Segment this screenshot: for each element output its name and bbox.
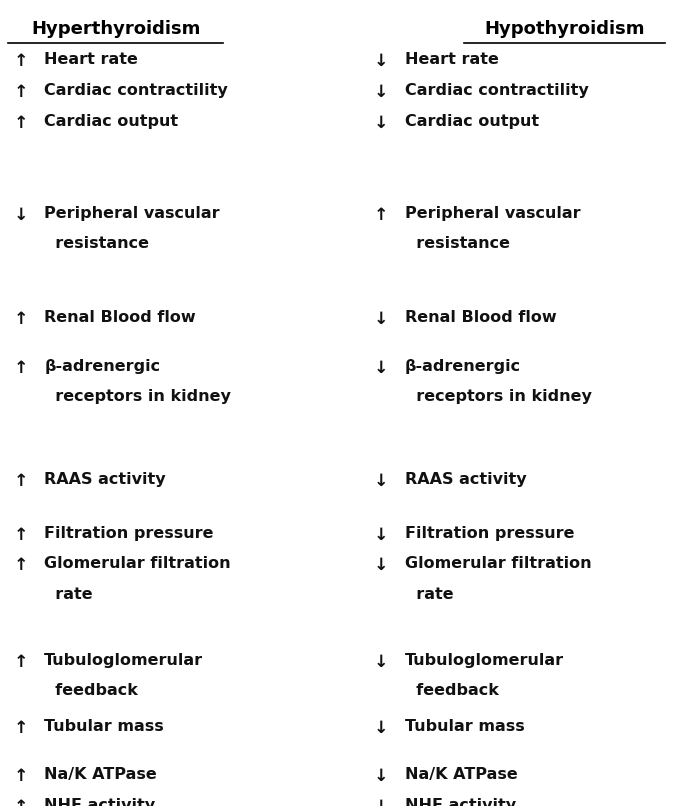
Text: rate: rate	[405, 587, 454, 602]
Text: Cardiac contractility: Cardiac contractility	[44, 83, 228, 98]
Text: ↑: ↑	[14, 52, 28, 70]
Text: feedback: feedback	[405, 683, 498, 699]
Text: Peripheral vascular: Peripheral vascular	[405, 206, 580, 221]
Text: ↓: ↓	[374, 472, 388, 489]
Text: resistance: resistance	[44, 236, 149, 251]
Text: ↓: ↓	[374, 653, 388, 671]
Text: ↑: ↑	[14, 556, 28, 574]
Text: ↓: ↓	[374, 359, 388, 376]
Text: Cardiac output: Cardiac output	[405, 114, 539, 129]
Text: Cardiac output: Cardiac output	[44, 114, 178, 129]
Text: ↑: ↑	[374, 206, 388, 223]
Text: Tubular mass: Tubular mass	[44, 719, 164, 734]
Text: ↑: ↑	[14, 359, 28, 376]
Text: ↓: ↓	[374, 556, 388, 574]
Text: Filtration pressure: Filtration pressure	[405, 526, 574, 541]
Text: ↑: ↑	[14, 83, 28, 101]
Text: ↓: ↓	[374, 526, 388, 543]
Text: Peripheral vascular: Peripheral vascular	[44, 206, 220, 221]
Text: Hypothyroidism: Hypothyroidism	[484, 20, 645, 38]
Text: ↓: ↓	[374, 52, 388, 70]
Text: ↓: ↓	[374, 719, 388, 737]
Text: ↓: ↓	[374, 798, 388, 806]
Text: ↑: ↑	[14, 798, 28, 806]
Text: Heart rate: Heart rate	[405, 52, 498, 68]
Text: ↑: ↑	[14, 526, 28, 543]
Text: Cardiac contractility: Cardiac contractility	[405, 83, 588, 98]
Text: Na/K ATPase: Na/K ATPase	[44, 767, 157, 783]
Text: Heart rate: Heart rate	[44, 52, 138, 68]
Text: ↑: ↑	[14, 114, 28, 131]
Text: Renal Blood flow: Renal Blood flow	[405, 310, 556, 326]
Text: Filtration pressure: Filtration pressure	[44, 526, 214, 541]
Text: RAAS activity: RAAS activity	[405, 472, 526, 487]
Text: ↑: ↑	[14, 472, 28, 489]
Text: ↓: ↓	[374, 114, 388, 131]
Text: ↑: ↑	[14, 767, 28, 785]
Text: RAAS activity: RAAS activity	[44, 472, 166, 487]
Text: ↓: ↓	[374, 310, 388, 328]
Text: ↑: ↑	[14, 719, 28, 737]
Text: Renal Blood flow: Renal Blood flow	[44, 310, 196, 326]
Text: Hyperthyroidism: Hyperthyroidism	[31, 20, 201, 38]
Text: ↓: ↓	[374, 83, 388, 101]
Text: Tubuloglomerular: Tubuloglomerular	[405, 653, 564, 668]
Text: rate: rate	[44, 587, 93, 602]
Text: feedback: feedback	[44, 683, 138, 699]
Text: receptors in kidney: receptors in kidney	[405, 389, 592, 405]
Text: resistance: resistance	[405, 236, 509, 251]
Text: NHE activity: NHE activity	[405, 798, 515, 806]
Text: ↓: ↓	[374, 767, 388, 785]
Text: ↓: ↓	[14, 206, 28, 223]
Text: ↑: ↑	[14, 310, 28, 328]
Text: β-adrenergic: β-adrenergic	[44, 359, 160, 374]
Text: Na/K ATPase: Na/K ATPase	[405, 767, 517, 783]
Text: ↑: ↑	[14, 653, 28, 671]
Text: Tubular mass: Tubular mass	[405, 719, 524, 734]
Text: Tubuloglomerular: Tubuloglomerular	[44, 653, 203, 668]
Text: receptors in kidney: receptors in kidney	[44, 389, 231, 405]
Text: NHE activity: NHE activity	[44, 798, 155, 806]
Text: Glomerular filtration: Glomerular filtration	[44, 556, 231, 571]
Text: Glomerular filtration: Glomerular filtration	[405, 556, 591, 571]
Text: β-adrenergic: β-adrenergic	[405, 359, 521, 374]
